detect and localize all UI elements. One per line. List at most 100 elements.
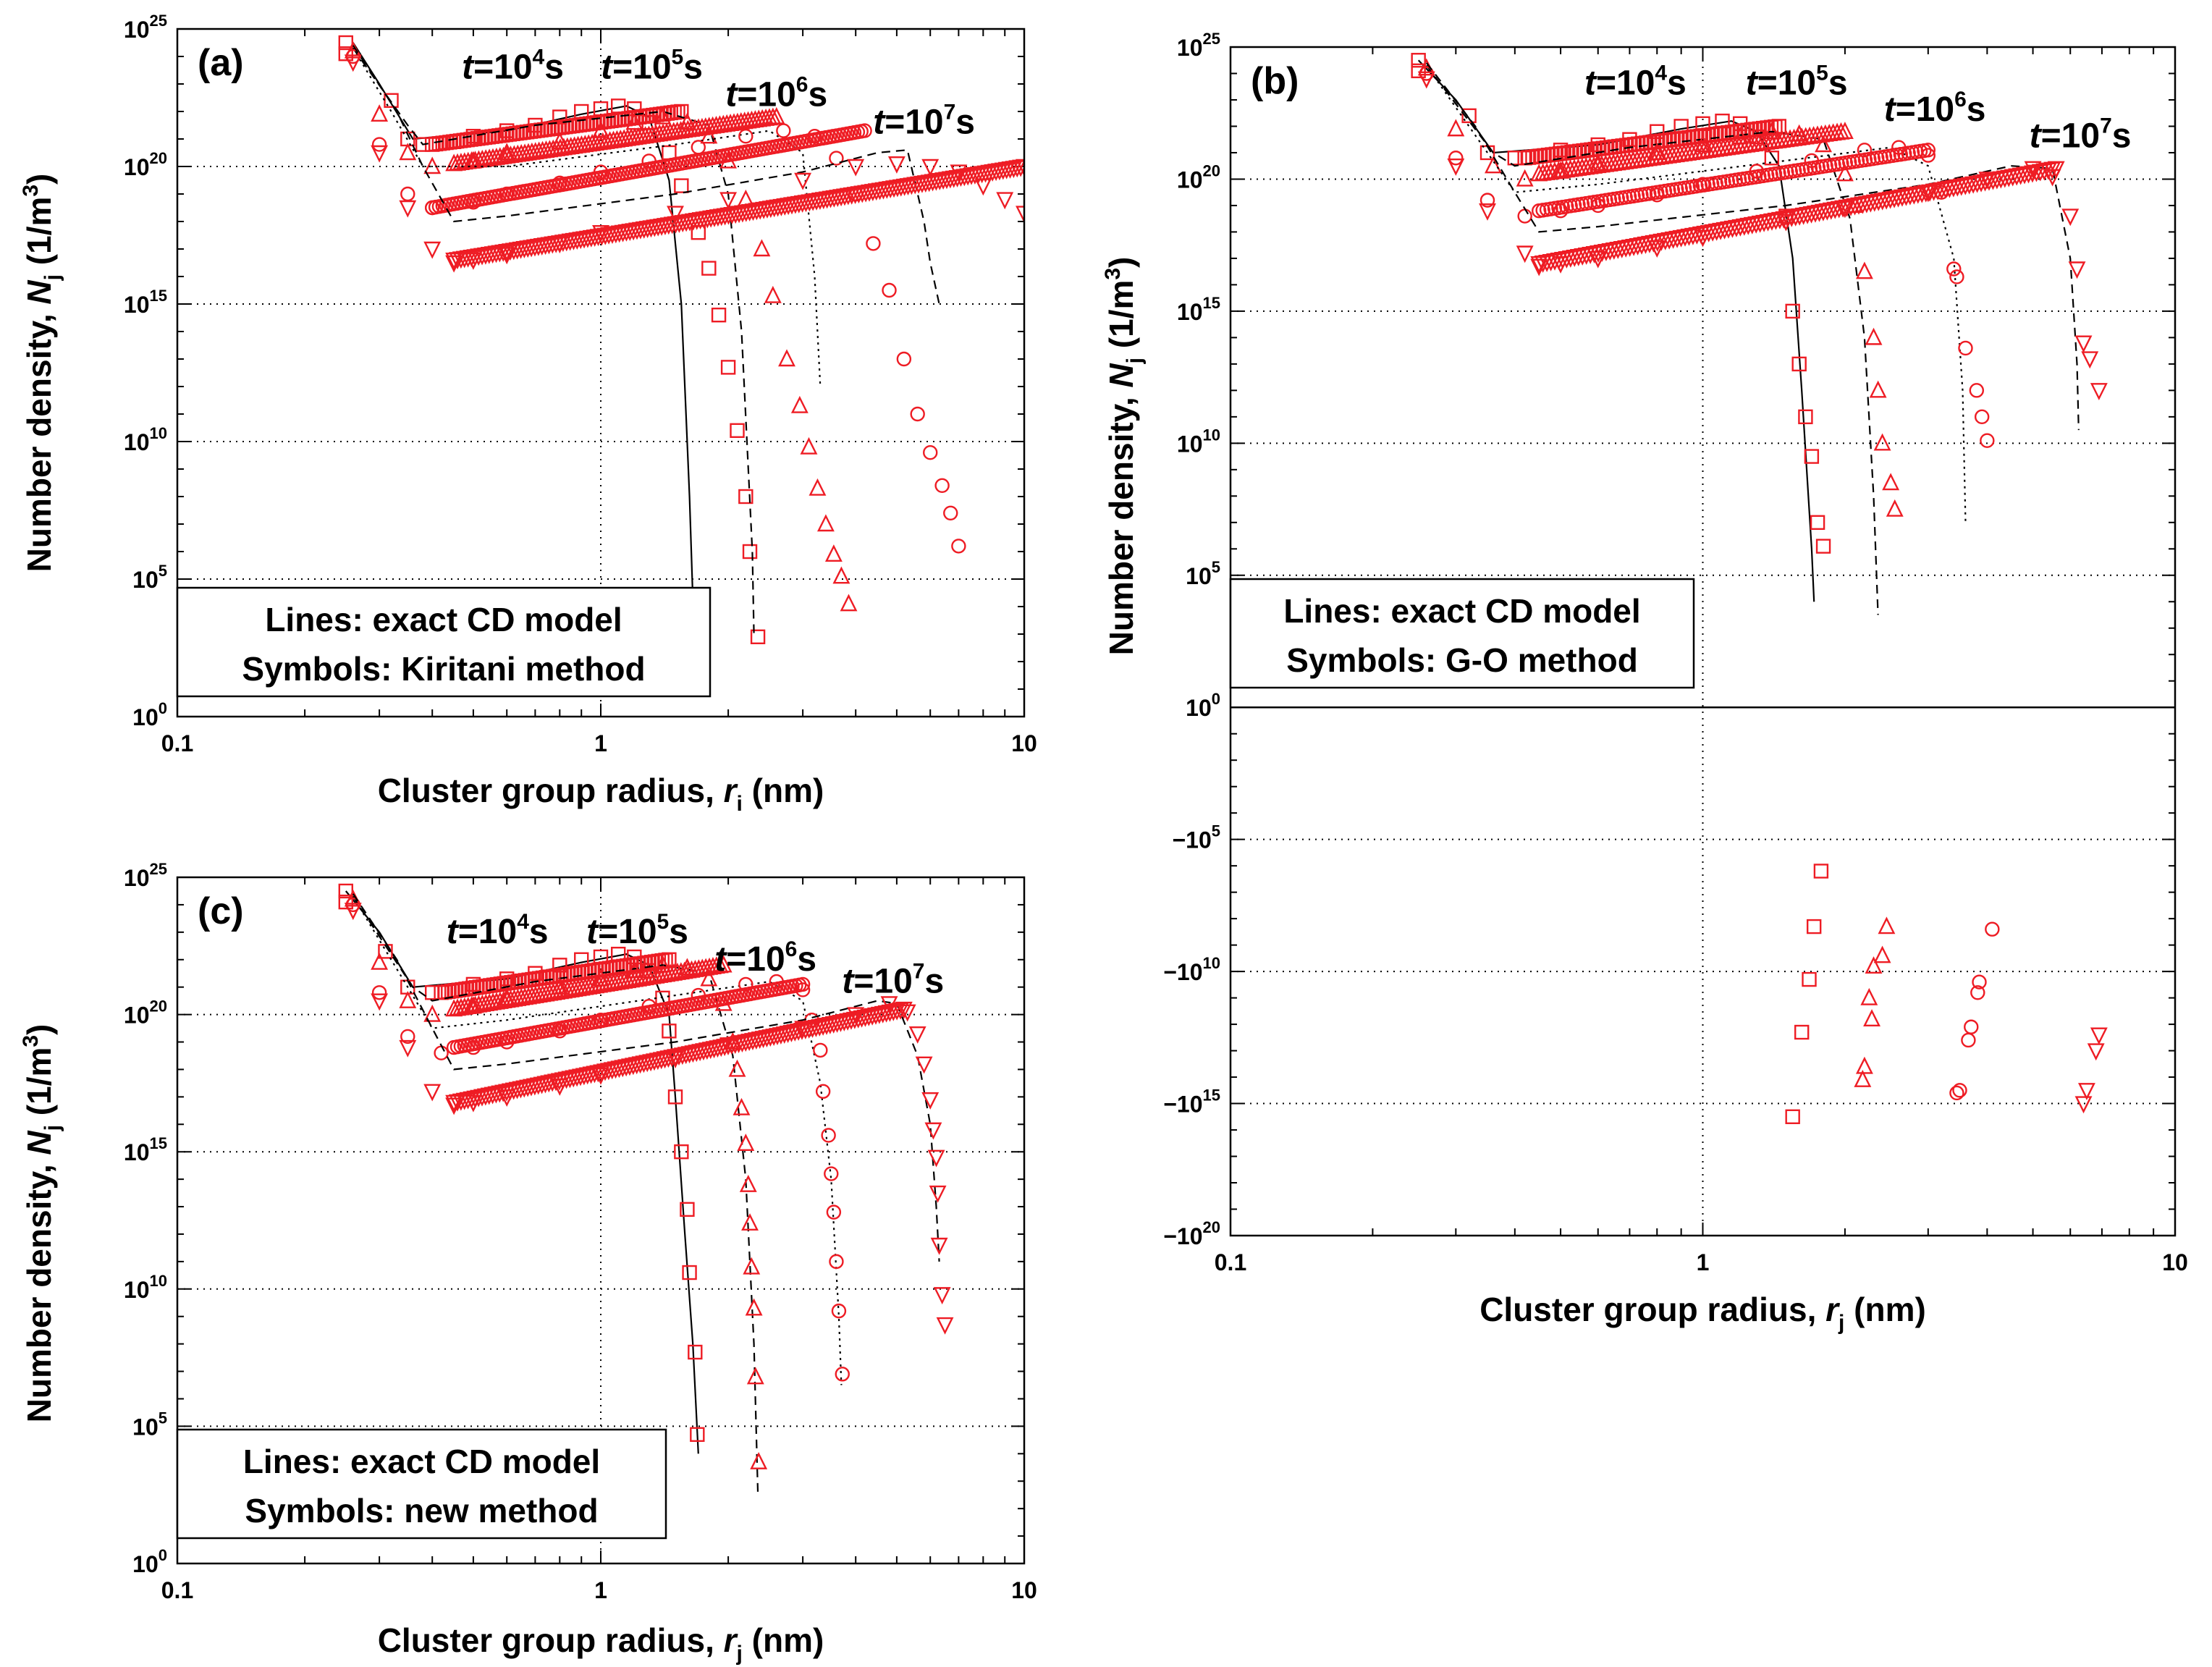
data-point bbox=[1461, 108, 1477, 124]
y-axis-label-close: ) bbox=[1102, 257, 1140, 268]
negative-data-point bbox=[2087, 1043, 2105, 1061]
data-point bbox=[498, 1089, 516, 1107]
data-point bbox=[880, 996, 898, 1014]
data-point bbox=[1749, 164, 1765, 179]
data-point bbox=[423, 241, 442, 259]
time-label-exp: 7 bbox=[913, 959, 925, 983]
time-label-var: t bbox=[714, 940, 727, 979]
data-point bbox=[741, 1213, 759, 1231]
time-label-unit: s bbox=[808, 75, 827, 114]
legend-line-1: Lines: exact CD model bbox=[1283, 592, 1640, 630]
data-point bbox=[795, 976, 811, 992]
exact-cd-line bbox=[352, 47, 755, 635]
data-point bbox=[750, 1452, 768, 1469]
exact-cd-line bbox=[1425, 62, 2080, 431]
data-point bbox=[921, 1092, 940, 1110]
x-axis-label-text: Cluster group radius, bbox=[378, 1621, 724, 1659]
time-label-exp: 6 bbox=[785, 937, 798, 961]
negative-data-point bbox=[1985, 921, 2000, 937]
data-point bbox=[654, 955, 672, 973]
time-label-unit: s bbox=[544, 48, 564, 86]
time-label-var: t bbox=[725, 75, 738, 114]
time-label-exp: 6 bbox=[1954, 88, 1967, 111]
time-label-unit: s bbox=[683, 48, 703, 86]
y-axis-label-var: N bbox=[20, 1131, 58, 1155]
time-label-exp: 7 bbox=[2100, 114, 2112, 138]
data-point bbox=[445, 255, 463, 273]
data-point bbox=[499, 971, 515, 987]
time-label-base: =10 bbox=[598, 913, 657, 951]
negative-data-point bbox=[2090, 1027, 2108, 1045]
data-point bbox=[593, 1012, 609, 1028]
time-label-var: t bbox=[1884, 90, 1897, 129]
legend-box bbox=[176, 586, 712, 698]
y-axis-label-close: ) bbox=[20, 174, 58, 185]
data-point bbox=[1891, 140, 1907, 155]
data-point bbox=[921, 159, 940, 177]
data-point bbox=[831, 1303, 847, 1319]
legend-line-2: Symbols: new method bbox=[245, 1492, 598, 1529]
data-point bbox=[641, 153, 657, 169]
data-point bbox=[1016, 159, 1024, 177]
data-point bbox=[824, 1166, 839, 1181]
data-point bbox=[551, 976, 569, 995]
time-label-base: =10 bbox=[458, 913, 517, 951]
y-axis-label: Number density, Nj (1/m3) bbox=[19, 174, 64, 573]
data-point bbox=[574, 952, 589, 967]
data-point bbox=[1648, 240, 1666, 258]
data-point bbox=[2068, 261, 2086, 279]
legend: Lines: exact CD model Symbols: G-O method bbox=[1229, 578, 1695, 689]
data-point bbox=[674, 178, 689, 193]
data-point bbox=[465, 1039, 481, 1055]
data-point bbox=[690, 1427, 705, 1442]
negative-data-point bbox=[1785, 1109, 1800, 1125]
data-point bbox=[1694, 135, 1712, 153]
time-label: t=106s bbox=[714, 937, 816, 979]
series-4 bbox=[344, 893, 954, 1335]
time-label: t=105s bbox=[586, 910, 688, 951]
negative-data-point bbox=[1802, 971, 1817, 987]
plot-frame bbox=[176, 876, 1026, 1565]
negative-data-point bbox=[1794, 1024, 1810, 1040]
negative-data-point bbox=[1806, 919, 1822, 934]
data-point bbox=[1836, 164, 1854, 182]
data-point bbox=[678, 958, 696, 976]
time-label: t=104s bbox=[1584, 62, 1687, 103]
data-point bbox=[552, 958, 567, 973]
data-point bbox=[924, 1122, 942, 1140]
data-point bbox=[498, 247, 516, 265]
legend-line-1: Lines: exact CD model bbox=[265, 601, 622, 638]
data-point bbox=[1448, 151, 1464, 166]
data-point bbox=[1552, 256, 1570, 274]
y-tick-exp: 5 bbox=[1212, 558, 1220, 576]
data-point bbox=[680, 1202, 695, 1217]
y-tick-exp: 15 bbox=[1203, 294, 1220, 312]
data-point bbox=[933, 1287, 951, 1305]
data-point bbox=[778, 349, 795, 367]
y-tick-base: −10 bbox=[1163, 1092, 1202, 1118]
data-point bbox=[1958, 340, 1973, 356]
data-point bbox=[552, 175, 567, 191]
data-point bbox=[654, 106, 672, 125]
data-point bbox=[1516, 169, 1534, 187]
y-tick-base: 10 bbox=[1177, 166, 1203, 193]
x-axis-label-var: r bbox=[1825, 1291, 1840, 1328]
data-point bbox=[551, 236, 569, 254]
time-label-base: =10 bbox=[726, 940, 785, 979]
plot-frame bbox=[176, 28, 1026, 718]
x-tick-label: 10 bbox=[1011, 1577, 1037, 1603]
data-layer bbox=[1411, 53, 2108, 1125]
legend-box bbox=[1229, 578, 1695, 689]
y-axis-label-sup: 3 bbox=[19, 185, 43, 197]
x-tick-label: 1 bbox=[1697, 1249, 1710, 1275]
time-label: t=106s bbox=[1884, 88, 1986, 129]
y-tick-label: −1020 bbox=[1163, 1218, 1220, 1249]
x-axis-label-text: Cluster group radius, bbox=[1479, 1291, 1825, 1328]
data-point bbox=[1865, 327, 1883, 345]
data-point bbox=[399, 1039, 417, 1058]
data-point bbox=[1553, 203, 1569, 219]
time-label: t=106s bbox=[725, 72, 827, 114]
y-tick-base: 10 bbox=[132, 1414, 159, 1440]
time-label-unit: s bbox=[924, 962, 944, 1000]
data-point bbox=[1978, 172, 1996, 190]
